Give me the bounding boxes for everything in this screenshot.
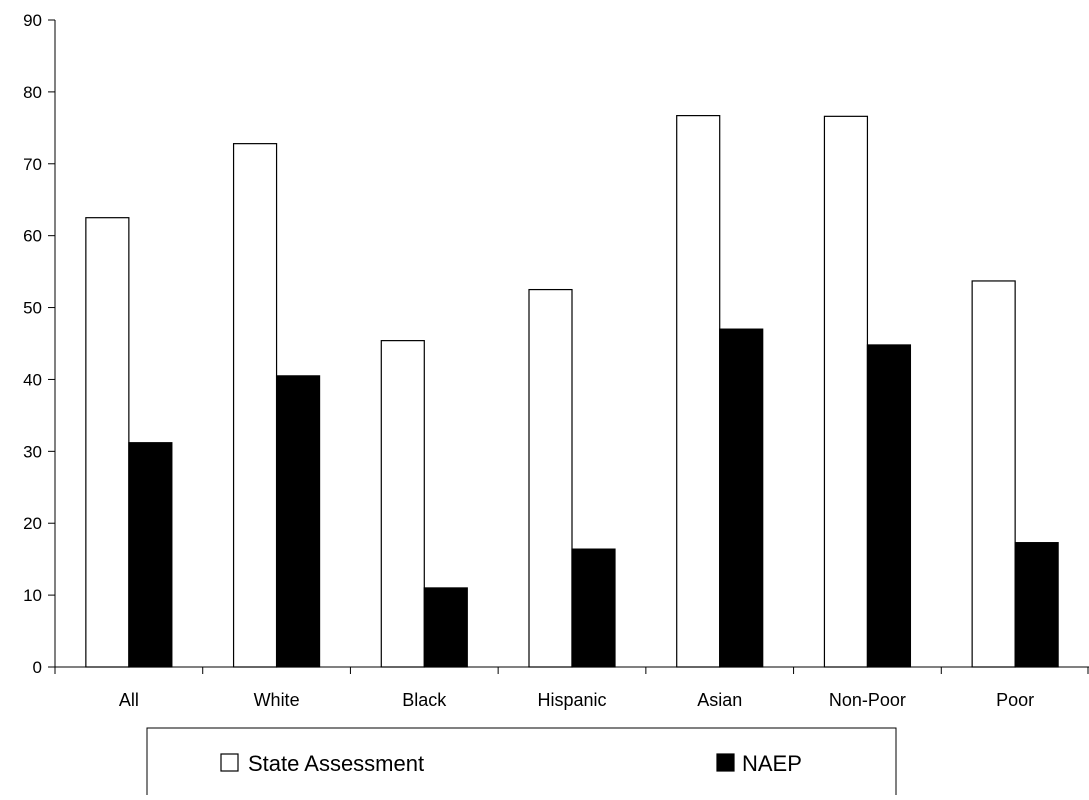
bar-naep-non-poor xyxy=(866,344,912,668)
legend-swatch-state-assessment xyxy=(220,753,239,772)
x-axis: All White Black Hispanic Asian Non-Poor Poor xyxy=(54,666,1089,710)
bar-state-assessment-white xyxy=(232,143,278,668)
legend-label-naep: NAEP xyxy=(742,751,802,776)
y-tick-label: 50 xyxy=(23,299,42,318)
legend-box xyxy=(146,727,897,800)
x-tick-label: Asian xyxy=(697,690,742,710)
y-tick-label: 20 xyxy=(23,514,42,533)
y-tick-label: 40 xyxy=(23,370,42,389)
bar-naep-black xyxy=(423,587,468,668)
bar-state-assessment-hispanic xyxy=(528,288,573,668)
legend-label-state-assessment: State Assessment xyxy=(248,751,424,776)
bar-state-assessment-black xyxy=(380,340,425,668)
bar-naep-white xyxy=(275,375,321,668)
bar-state-assessment-non-poor xyxy=(823,115,869,668)
bar-naep-all xyxy=(128,442,173,668)
x-tick-label: Poor xyxy=(996,690,1034,710)
bar-state-assessment-asian xyxy=(676,115,721,668)
y-tick-label: 70 xyxy=(23,155,42,174)
y-tick-label: 30 xyxy=(23,442,42,461)
legend: State Assessment NAEP xyxy=(146,727,897,800)
bar-naep-asian xyxy=(719,328,764,668)
y-tick-label: 10 xyxy=(23,586,42,605)
x-tick-label: Hispanic xyxy=(537,690,606,710)
bar-state-assessment-poor xyxy=(971,280,1016,668)
x-tick-label: All xyxy=(119,690,139,710)
x-tick-label: Black xyxy=(402,690,447,710)
y-axis: 0 10 20 30 40 50 60 70 80 90 xyxy=(23,11,56,677)
y-tick-label: 90 xyxy=(23,11,42,30)
bar-naep-poor xyxy=(1014,542,1059,668)
bar-state-assessment-all xyxy=(85,217,130,668)
x-tick-label: Non-Poor xyxy=(829,690,906,710)
y-tick-label: 80 xyxy=(23,83,42,102)
y-tick-label: 0 xyxy=(33,658,42,677)
bar-naep-hispanic xyxy=(571,548,616,668)
y-tick-label: 60 xyxy=(23,227,42,246)
bars xyxy=(85,115,1059,668)
legend-swatch-naep xyxy=(716,753,735,772)
x-tick-label: White xyxy=(254,690,300,710)
